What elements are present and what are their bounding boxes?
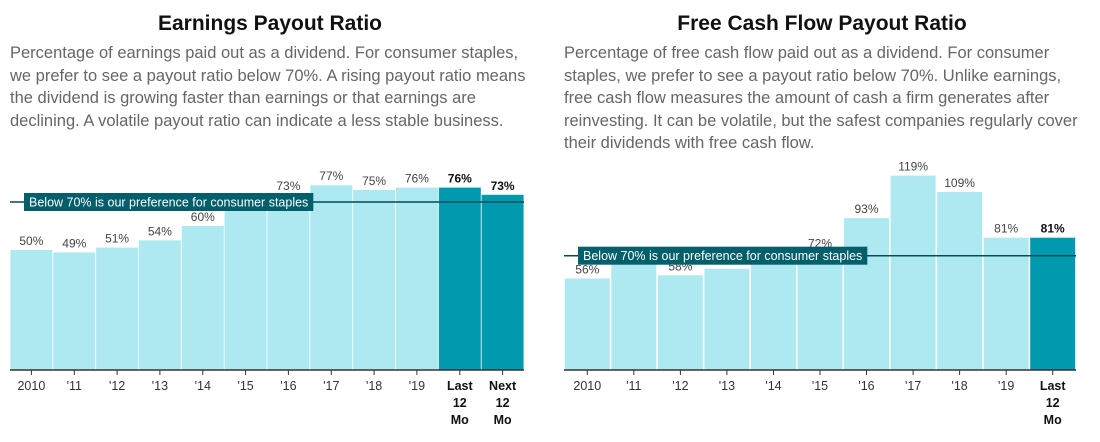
data-label: 81%: [1041, 222, 1065, 236]
x-tick-label: Last: [1040, 379, 1067, 393]
bar: [890, 175, 936, 370]
earnings-payout-panel: Earnings Payout Ratio Percentage of earn…: [10, 0, 530, 427]
data-label: 93%: [854, 202, 878, 216]
x-tick-label: '12: [672, 379, 688, 393]
bar: [10, 250, 53, 370]
bar: [181, 226, 224, 370]
data-label: 73%: [276, 179, 300, 193]
x-tick-label: '14: [765, 379, 781, 393]
x-tick-label: '11: [626, 379, 641, 393]
earnings-payout-chart: 50% 49% 51% 54% 60% 73% 77% 75% 76% 76% 73% Below 7…: [10, 169, 524, 427]
data-label: 50%: [19, 234, 43, 248]
x-tick-label: '18: [366, 379, 382, 393]
data-label: 77%: [319, 169, 343, 183]
reference-label-box: [24, 193, 314, 211]
bar: [797, 252, 843, 370]
bar: [96, 247, 139, 370]
fcf-payout-panel: Free Cash Flow Payout Ratio Percentage o…: [564, 0, 1080, 427]
x-tick-label: Mo: [1044, 413, 1062, 427]
reference-label-text: Below 70% is our preference for consumer…: [29, 196, 308, 210]
reference-label-box: [578, 246, 868, 265]
data-label: 81%: [994, 222, 1018, 236]
x-tick-label: Last: [447, 379, 474, 393]
reference-line-label: Below 70% is our preference for consumer…: [578, 246, 868, 265]
data-label: 75%: [362, 174, 386, 188]
x-tick-label: 12: [1046, 396, 1060, 410]
x-tick-label: '13: [152, 379, 168, 393]
x-tick-label: '12: [109, 379, 125, 393]
data-label: 76%: [405, 172, 429, 186]
data-label: 119%: [898, 160, 928, 174]
chart-title: Free Cash Flow Payout Ratio: [677, 12, 967, 35]
bar: [983, 237, 1029, 370]
bar: [224, 209, 267, 370]
x-tick-label: '17: [905, 379, 921, 393]
bar: [353, 190, 396, 370]
reference-line-label: Below 70% is our preference for consumer…: [24, 193, 314, 211]
chart-description: Percentage of free cash flow paid out as…: [564, 44, 1078, 152]
bar: [138, 240, 181, 370]
bar: [267, 194, 310, 370]
chart-title: Earnings Payout Ratio: [157, 12, 383, 35]
bar: [438, 187, 481, 370]
x-tick-label: 2010: [17, 379, 45, 393]
x-tick-label: 12: [496, 396, 510, 410]
bar: [937, 192, 983, 370]
data-label: 60%: [191, 210, 215, 224]
bar: [564, 278, 610, 370]
data-label: 51%: [105, 232, 129, 246]
x-tick-label: '11: [67, 379, 82, 393]
bar: [481, 194, 524, 370]
bar: [657, 275, 703, 370]
bar: [704, 268, 750, 370]
x-tick-label: 12: [453, 396, 467, 410]
reference-label-text: Below 70% is our preference for consumer…: [583, 249, 862, 263]
x-tick-label: '14: [195, 379, 211, 393]
x-tick-label: '16: [280, 379, 296, 393]
data-label: 49%: [62, 236, 86, 250]
x-tick-label: '19: [998, 379, 1014, 393]
x-tick-label: '15: [237, 379, 253, 393]
bar: [310, 185, 353, 370]
bar: [1030, 237, 1076, 370]
x-tick-label: Mo: [451, 413, 469, 427]
x-tick-label: '15: [812, 379, 828, 393]
x-tick-label: '18: [951, 379, 967, 393]
x-tick-label: 2010: [573, 379, 601, 393]
bar: [751, 263, 796, 370]
data-label: 54%: [148, 224, 172, 238]
data-label: 76%: [448, 172, 472, 186]
x-tick-label: '16: [858, 379, 874, 393]
x-tick-label: '13: [719, 379, 735, 393]
data-label: 73%: [491, 179, 515, 193]
data-label: 56%: [575, 263, 599, 277]
fcf-payout-chart: 56% 58%72%93%119%109%81% 81%Below 70% is o…: [564, 160, 1076, 427]
data-label: 109%: [944, 176, 975, 190]
x-tick-label: Mo: [494, 413, 512, 427]
bar: [611, 258, 657, 370]
x-tick-label: '19: [409, 379, 425, 393]
chart-description: Percentage of earnings paid out as a div…: [10, 44, 526, 130]
x-tick-label: Next: [489, 379, 517, 393]
bar: [53, 252, 96, 370]
bar: [844, 218, 889, 370]
bar: [395, 187, 438, 370]
x-tick-label: '17: [323, 379, 339, 393]
